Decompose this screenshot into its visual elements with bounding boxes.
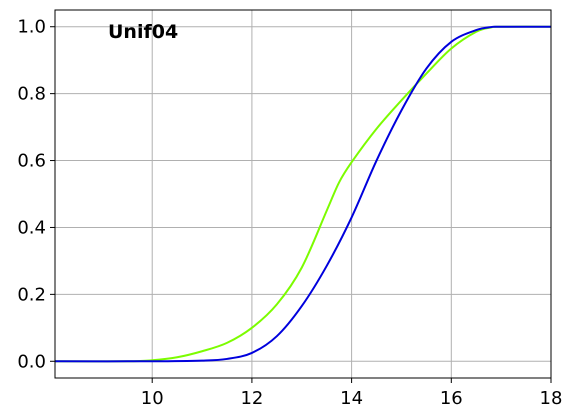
series-layer <box>54 25 552 363</box>
y-tick-label: 0.8 <box>17 84 46 105</box>
y-axis-ticks: 0.0 0.2 0.4 0.6 0.8 1.0 <box>17 17 55 372</box>
x-tick-label: 14 <box>340 388 363 409</box>
y-tick-label: 1.0 <box>17 17 46 38</box>
series-line-1 <box>54 25 552 363</box>
y-tick-label: 0.0 <box>17 351 46 372</box>
y-tick-label: 0.4 <box>17 217 46 238</box>
y-tick-label: 0.6 <box>17 151 46 172</box>
x-tick-label: 18 <box>540 388 563 409</box>
plot-frame <box>54 9 552 379</box>
x-axis-ticks: 10 12 14 16 18 <box>141 378 563 409</box>
y-tick-label: 0.2 <box>17 284 46 305</box>
x-tick-label: 12 <box>240 388 263 409</box>
chart-title: Unif04 <box>108 21 178 43</box>
series-line-2 <box>54 25 552 363</box>
x-tick-label: 10 <box>141 388 164 409</box>
grid <box>55 10 552 378</box>
x-tick-label: 16 <box>440 388 463 409</box>
